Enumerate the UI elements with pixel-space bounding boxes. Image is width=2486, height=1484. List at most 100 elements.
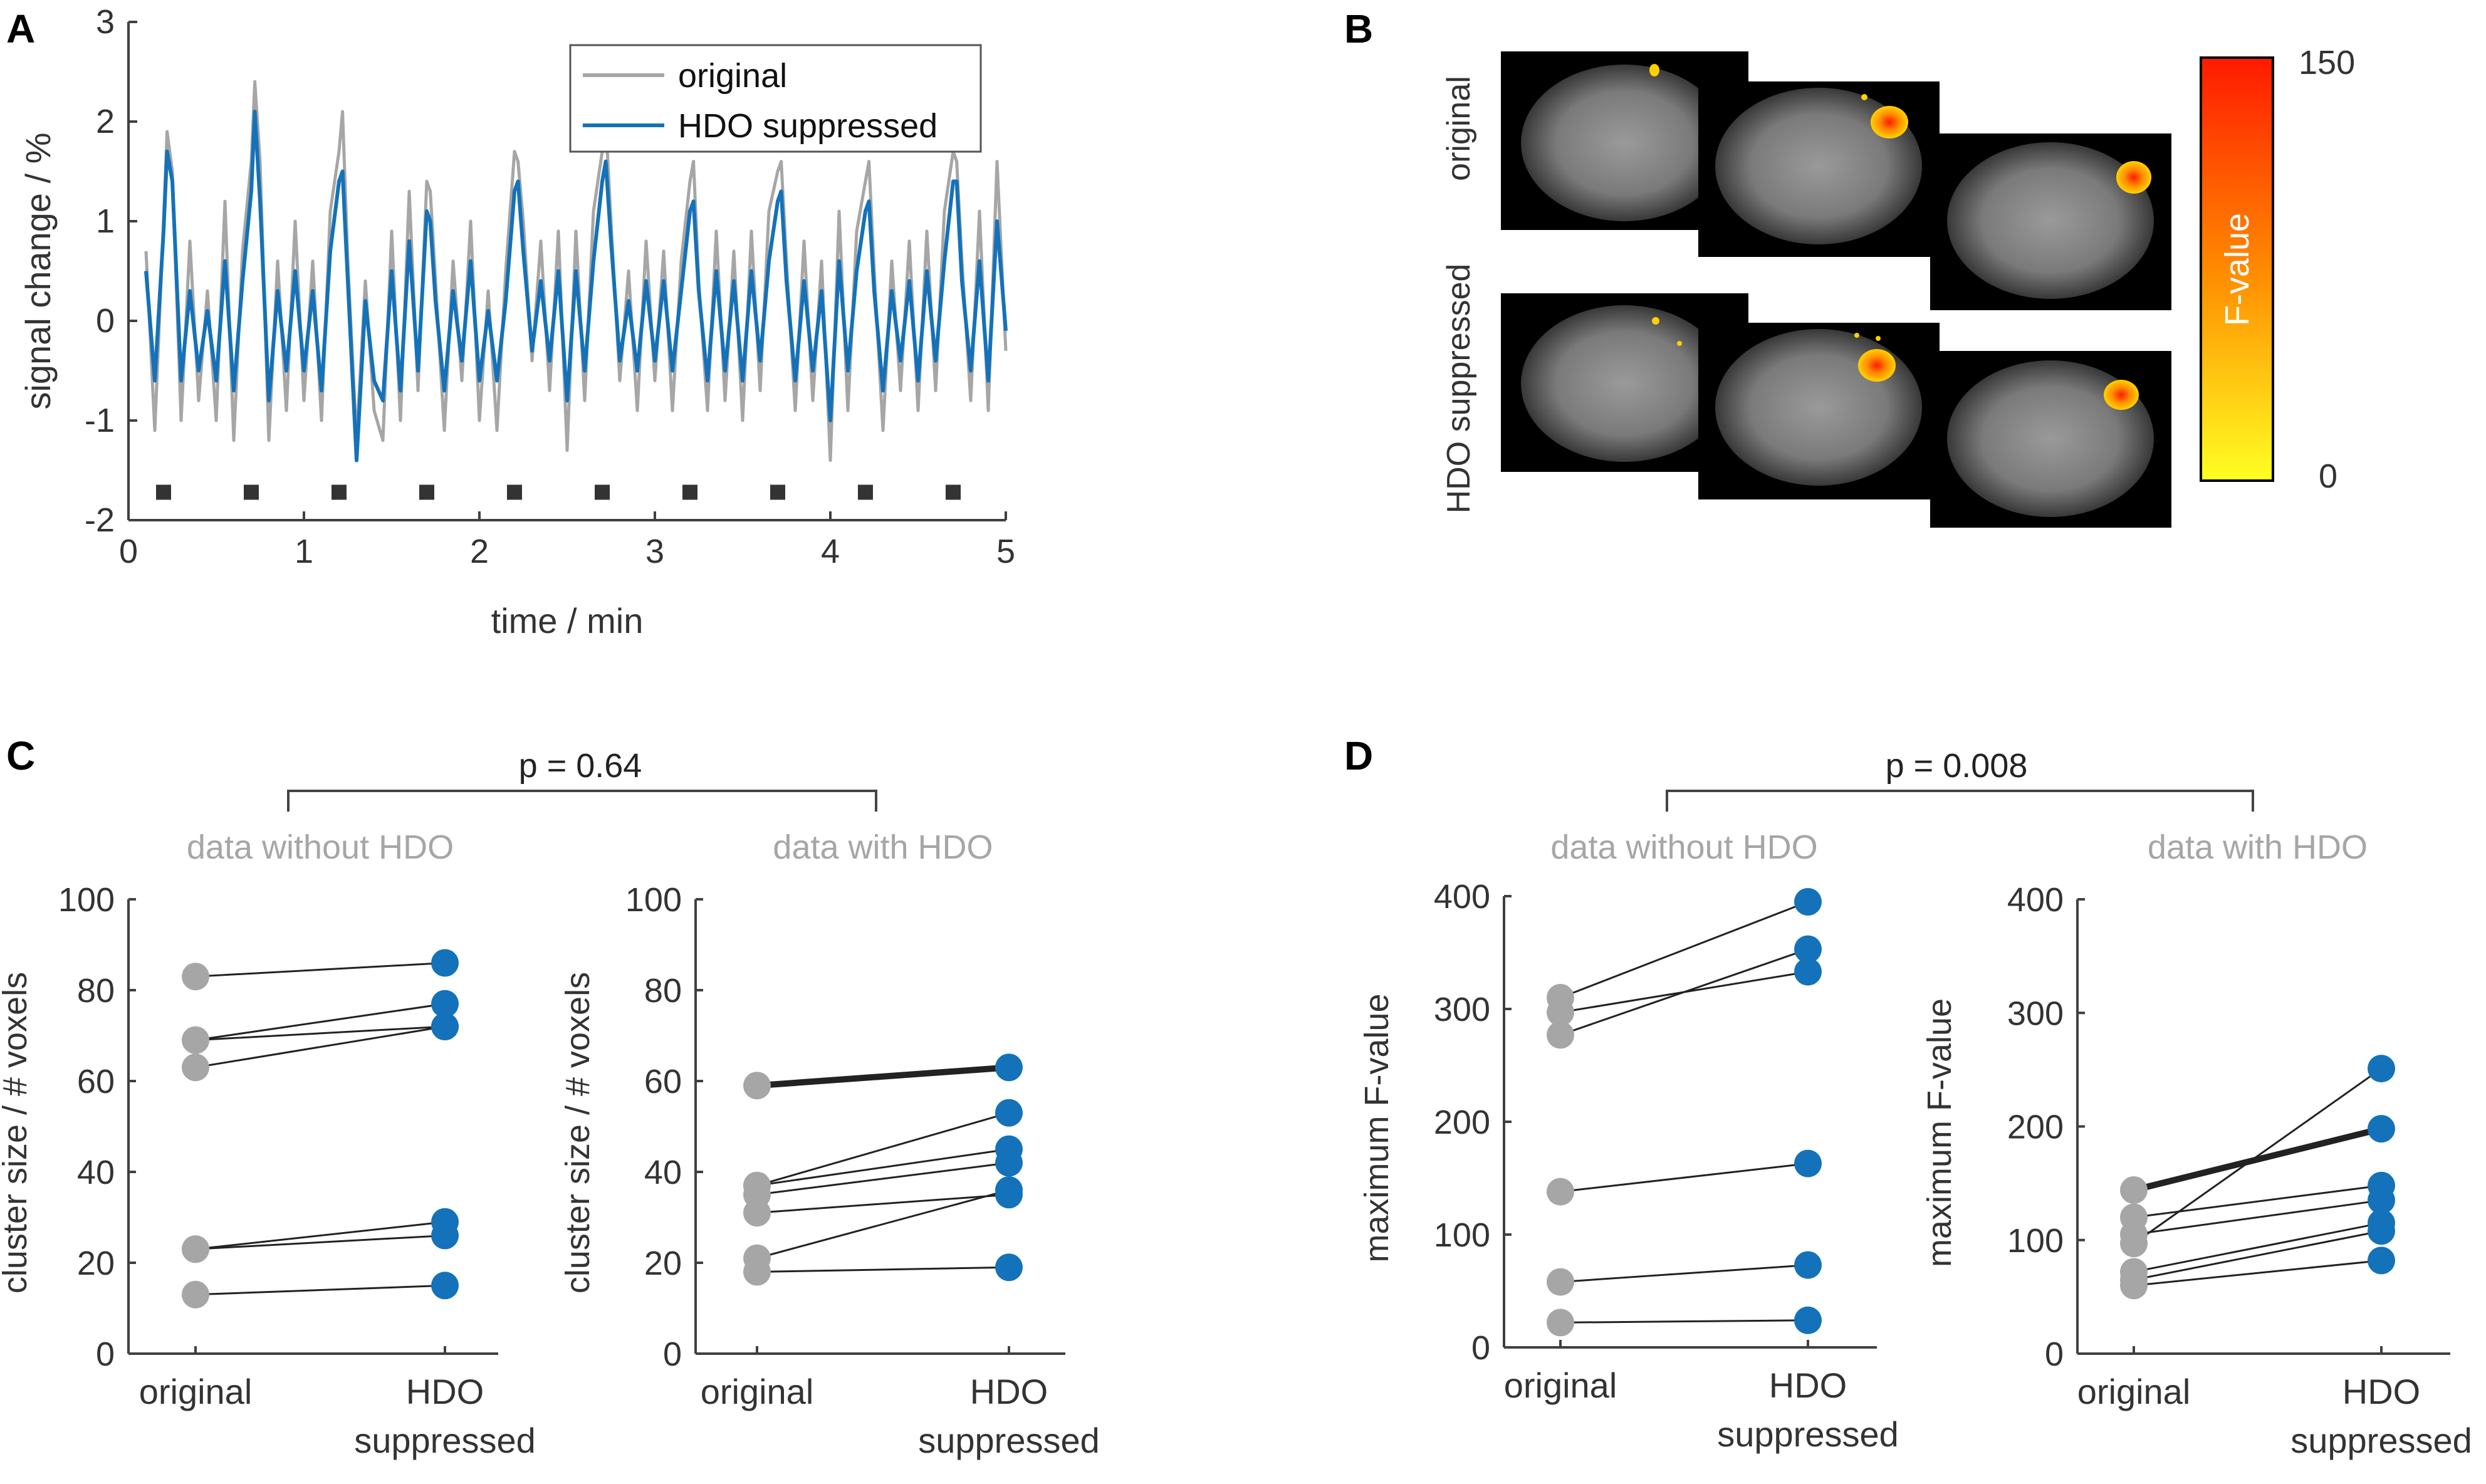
y-tick-label: 100 [2007, 1222, 2064, 1260]
point-original [2120, 1272, 2148, 1300]
point-hdo-suppressed [431, 990, 459, 1018]
y-tick-label: 20 [77, 1245, 115, 1282]
y-axis-title: signal change / % [18, 132, 58, 409]
pair-line [756, 1193, 1010, 1214]
point-original [1547, 1309, 1574, 1337]
x-tick-label-hdo: HDO [1769, 1366, 1847, 1405]
chart-d-right: data with HDO 0 100 200 300 400 original HDO sup… [1921, 828, 2472, 1460]
panel-letter-c: C [6, 733, 35, 778]
chart-subtitle: data without HDO [1550, 828, 1817, 866]
x-tick-label: 2 [470, 533, 489, 570]
x-tick-label-suppressed: suppressed [918, 1421, 1100, 1460]
pair-line [2133, 1222, 2382, 1273]
pair-line [756, 1112, 1010, 1187]
stimulus-marker [507, 484, 522, 500]
y-tick-label: 400 [2007, 881, 2064, 919]
pair-line [195, 1235, 446, 1250]
pair-line [2133, 1184, 2382, 1218]
significance-bracket-c [287, 790, 877, 812]
y-tick-label: 200 [1434, 1104, 1490, 1141]
point-original [743, 1199, 771, 1227]
y-tick-label: 3 [96, 3, 115, 41]
x-tick-label: 3 [645, 533, 664, 570]
x-tick-label-original: original [2077, 1372, 2191, 1411]
pair-line [756, 1162, 1010, 1196]
y-axis-title: maximum F-value [1921, 998, 1958, 1267]
y-tick-label: 0 [96, 302, 115, 340]
x-tick-label-suppressed: suppressed [354, 1421, 536, 1460]
x-tick-label: 4 [821, 533, 840, 570]
colorbar-min-label: 0 [2319, 457, 2337, 495]
pair-line [1560, 901, 1809, 999]
panel-letter-d: D [1344, 733, 1373, 778]
point-hdo-suppressed [1794, 1306, 1822, 1334]
y-tick-label: 2 [96, 103, 115, 140]
point-original [743, 1258, 771, 1286]
series-line-hdo-suppressed [144, 110, 1008, 462]
point-original [182, 963, 209, 991]
pair-line [195, 1221, 446, 1250]
y-tick-label: 1 [96, 202, 115, 240]
point-hdo-suppressed [995, 1149, 1023, 1177]
p-value-d: p = 0.008 [1886, 747, 2028, 785]
pair-line [1560, 1163, 1809, 1193]
x-tick-label-original: original [701, 1372, 814, 1411]
chart-c-right: data with HDO 0 20 40 60 80 100 original HDO supp… [559, 828, 1100, 1460]
x-tick-label-original: original [1504, 1366, 1617, 1405]
row-label-hdo-suppressed: HDO suppressed [1441, 264, 1477, 514]
y-tick-label: 80 [644, 972, 682, 1010]
point-hdo-suppressed [995, 1053, 1023, 1082]
pair-line [2133, 1230, 2382, 1281]
pair-line [756, 1189, 1010, 1260]
point-original [2120, 1176, 2148, 1204]
pair-line [2133, 1259, 2382, 1287]
y-tick-label: 100 [625, 881, 682, 919]
y-tick-label: 100 [58, 881, 115, 919]
chart-c-left: data without HDO 0 20 40 60 80 100 original HDO s… [0, 828, 536, 1460]
pair-line [1560, 1264, 1809, 1283]
point-hdo-suppressed [431, 949, 459, 977]
y-tick-label: 60 [644, 1063, 682, 1100]
point-original [1547, 1178, 1574, 1206]
pair-line [756, 1148, 1010, 1187]
chart-subtitle: data with HDO [2148, 828, 2368, 866]
y-tick-label: 40 [77, 1154, 115, 1191]
legend-box [569, 44, 982, 153]
point-hdo-suppressed [2368, 1186, 2395, 1215]
chart-subtitle: data without HDO [187, 828, 454, 866]
y-tick-label: 20 [644, 1245, 682, 1282]
panel-d-max-f-value: p = 0.008 data without HDO 0 100 200 300 400 o… [1358, 747, 2472, 1460]
point-original [182, 1053, 209, 1082]
stimulus-marker [770, 484, 785, 500]
chart-subtitle: data with HDO [773, 828, 993, 866]
pair-line-bold [2133, 1126, 2383, 1193]
point-original [182, 1026, 209, 1054]
pair-line [756, 1266, 1010, 1273]
colorbar [2200, 56, 2274, 482]
point-hdo-suppressed [1794, 888, 1822, 916]
y-tick-label: 300 [2007, 995, 2064, 1032]
point-hdo-suppressed [2368, 1115, 2395, 1143]
panel-c-cluster-size: p = 0.64 data without HDO 0 20 40 60 80 100 ori… [0, 747, 1100, 1460]
legend-label: original [678, 57, 787, 95]
point-original [2120, 1230, 2148, 1258]
panel-letter-b: B [1344, 6, 1373, 51]
pair-line [195, 962, 446, 978]
point-hdo-suppressed [995, 1176, 1023, 1204]
p-value-c: p = 0.64 [519, 747, 642, 785]
x-axis-title: time / min [491, 601, 644, 640]
colorbar-title: F-value [2218, 213, 2256, 326]
brain-slice-original-2 [1698, 81, 1940, 257]
legend-label: HDO suppressed [678, 107, 937, 145]
point-hdo-suppressed [2368, 1217, 2395, 1245]
y-tick-label: 100 [1434, 1216, 1490, 1254]
y-tick-label: 200 [2007, 1109, 2064, 1146]
y-tick-label: 300 [1434, 991, 1490, 1028]
x-tick-label-hdo: HDO [970, 1372, 1048, 1411]
x-tick-label: 5 [996, 533, 1015, 570]
stimulus-marker [244, 484, 259, 500]
stimulus-marker [595, 484, 610, 500]
point-original [1547, 1021, 1574, 1049]
